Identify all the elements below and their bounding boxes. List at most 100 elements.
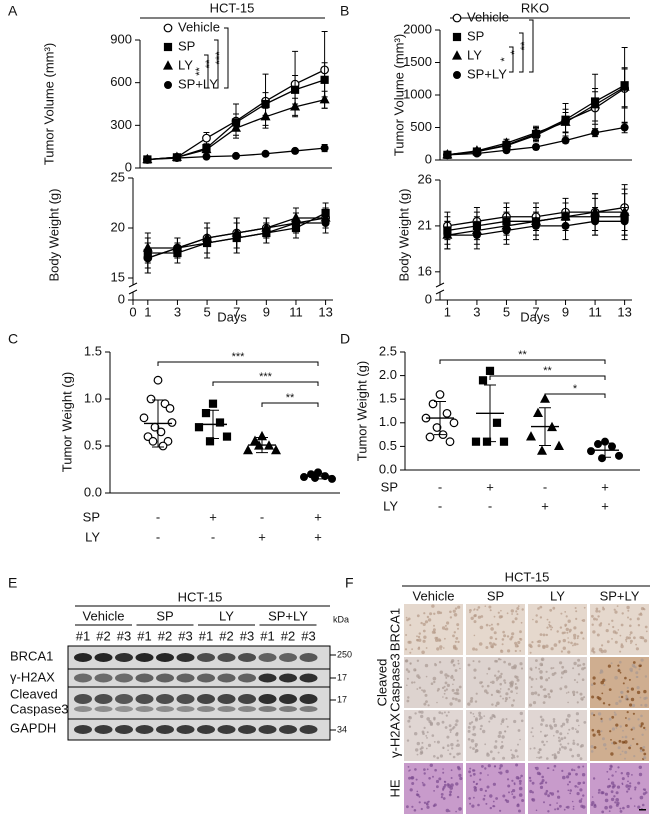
ihc-texture	[485, 646, 489, 649]
ihc-texture	[450, 777, 453, 779]
ihc-texture	[546, 734, 549, 736]
ihc-texture	[410, 776, 414, 780]
ihc-texture	[626, 711, 629, 714]
ihc-texture	[470, 697, 474, 700]
y-axis-label: Body Weight (g)	[396, 189, 411, 282]
y-tick-label: 16	[418, 263, 432, 278]
ihc-texture	[576, 643, 579, 646]
ihc-texture	[602, 606, 605, 609]
ihc-texture	[451, 688, 455, 692]
blot-band	[279, 694, 297, 704]
y-tick-label: 0.0	[379, 461, 397, 476]
legend-label: LY	[467, 47, 482, 62]
ihc-texture	[511, 753, 514, 756]
ihc-texture	[558, 748, 562, 752]
ihc-texture	[611, 727, 616, 731]
ihc-texture	[442, 785, 446, 789]
ihc-texture	[510, 791, 513, 793]
ihc-texture	[486, 753, 490, 757]
ihc-texture	[422, 629, 426, 633]
ihc-texture	[546, 740, 548, 743]
ihc-texture	[540, 723, 543, 726]
ihc-texture	[577, 765, 581, 769]
ihc-texture	[492, 757, 496, 761]
column-label: LY	[550, 588, 565, 603]
ihc-texture	[432, 775, 434, 778]
ihc-texture	[416, 635, 418, 638]
ihc-texture	[559, 626, 563, 629]
ihc-texture	[633, 738, 636, 740]
ihc-texture	[539, 670, 543, 674]
y-axis-label: Tumor Weight (g)	[59, 372, 74, 472]
ihc-texture	[433, 612, 436, 615]
ihc-texture	[629, 744, 632, 747]
ihc-texture	[445, 808, 450, 813]
ihc-texture	[577, 786, 579, 788]
ihc-texture	[451, 674, 454, 677]
ihc-texture	[614, 610, 618, 614]
ihc-texture	[507, 649, 511, 653]
ihc-texture	[499, 658, 502, 661]
blot-band	[176, 653, 195, 662]
factor-name: LY	[85, 529, 100, 544]
ihc-texture	[484, 689, 488, 693]
ihc-texture	[563, 631, 566, 634]
ihc-texture	[453, 613, 458, 617]
ihc-texture	[580, 798, 583, 800]
ihc-texture	[508, 696, 511, 699]
marker	[472, 231, 481, 240]
ihc-texture	[618, 699, 622, 703]
ihc-texture	[484, 605, 487, 607]
ihc-texture	[615, 803, 619, 807]
marker	[172, 154, 181, 163]
ihc-texture	[572, 739, 575, 742]
ihc-texture	[521, 799, 525, 802]
ihc-texture	[597, 615, 600, 618]
ihc-texture	[560, 612, 563, 615]
ihc-texture	[620, 623, 624, 627]
ihc-texture	[599, 669, 603, 673]
ihc-texture	[436, 756, 440, 760]
ihc-texture	[576, 730, 579, 734]
ihc-texture	[444, 689, 447, 692]
ihc-texture	[592, 676, 596, 680]
ihc-texture	[621, 612, 624, 615]
ihc-texture	[639, 795, 644, 800]
axis-break	[128, 289, 138, 295]
ihc-texture	[434, 663, 437, 667]
ihc-texture	[549, 608, 553, 612]
ihc-texture	[477, 803, 480, 807]
ihc-texture	[642, 748, 645, 752]
ihc-texture	[444, 624, 447, 627]
ihc-texture	[579, 664, 582, 667]
ihc-texture	[488, 605, 492, 609]
ihc-texture	[609, 730, 612, 733]
ihc-texture	[492, 642, 496, 646]
ihc-texture	[621, 777, 625, 781]
ihc-texture	[615, 771, 617, 773]
ihc-texture	[517, 803, 520, 806]
ihc-texture	[603, 649, 607, 653]
ihc-texture	[409, 624, 412, 627]
y-tick-label: 1000	[403, 86, 432, 101]
ihc-texture	[555, 730, 559, 734]
ihc-texture	[418, 801, 421, 804]
ihc-texture	[485, 802, 488, 805]
blot-band	[94, 673, 113, 683]
ihc-texture	[516, 692, 518, 695]
ihc-texture	[497, 751, 500, 754]
ihc-texture	[581, 678, 585, 681]
ihc-texture	[556, 790, 560, 793]
ihc-texture	[489, 636, 493, 640]
ihc-texture	[611, 774, 614, 777]
ihc-texture	[499, 809, 502, 812]
marker	[250, 435, 260, 445]
ihc-texture	[548, 695, 551, 699]
ihc-texture	[479, 727, 482, 731]
y-tick-label: 20	[111, 219, 125, 234]
ihc-texture	[628, 636, 631, 640]
ihc-texture	[457, 662, 460, 665]
ihc-texture	[619, 810, 623, 813]
significance-label: **	[194, 67, 206, 76]
ihc-texture	[590, 745, 594, 749]
